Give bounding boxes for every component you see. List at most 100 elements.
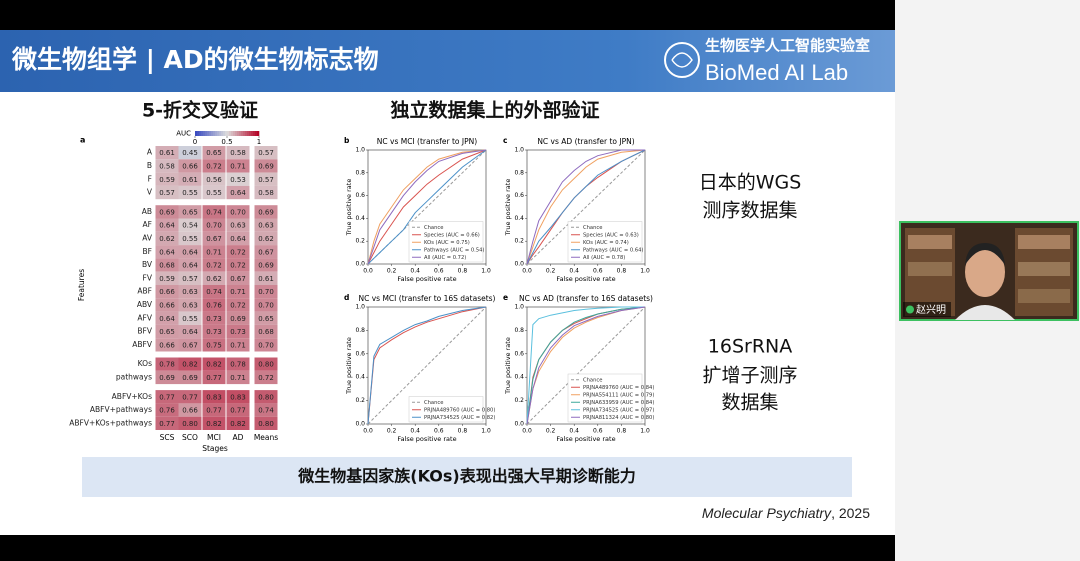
- cell-label: 0.71: [230, 341, 246, 349]
- row-label: ABFV+pathways: [90, 405, 152, 414]
- heatmap-cell: [178, 390, 202, 404]
- heatmap-cell: [178, 245, 202, 259]
- cell-label: 0.64: [230, 189, 246, 197]
- colorbar-segment: [245, 131, 248, 136]
- legend-label: Species (AUC = 0.66): [424, 232, 480, 238]
- y-tick-label: 0.4: [514, 215, 524, 222]
- lab-logo-mark: [671, 52, 693, 68]
- colorbar-segment: [227, 131, 230, 136]
- colorbar-segment: [207, 131, 210, 136]
- colorbar-segment: [229, 131, 232, 136]
- heatmap-cell: [254, 311, 278, 325]
- slide: [0, 30, 895, 535]
- heatmap-cell: [254, 159, 278, 173]
- citation-year: , 2025: [831, 505, 870, 521]
- heatmap-cell: [226, 205, 250, 219]
- cell-label: 0.62: [159, 235, 175, 243]
- cell-label: 0.66: [182, 407, 198, 415]
- heatmap-cell: [202, 231, 226, 246]
- cell-label: 0.69: [258, 208, 274, 216]
- cell-label: 0.65: [159, 328, 175, 336]
- heatmap-cell: [202, 258, 226, 272]
- x-tick-label: 0.0: [522, 428, 532, 435]
- heatmap-cell: [254, 403, 278, 417]
- cell-label: 0.82: [182, 361, 198, 369]
- heatmap-cell: [155, 231, 179, 246]
- y-tick-label: 0.4: [355, 374, 365, 381]
- colorbar-segment: [249, 131, 252, 136]
- cell-label: 0.71: [230, 374, 246, 382]
- heatmap-cell: [254, 146, 278, 160]
- legend-label: KOs (AUC = 0.74): [583, 240, 629, 246]
- cell-label: 0.61: [258, 275, 274, 283]
- x-tick-label: 0.4: [569, 428, 579, 435]
- slide-title: 微生物组学 | AD的微生物标志物: [11, 45, 379, 74]
- heatmap-cell: [178, 285, 202, 299]
- y-tick-label: 0.4: [514, 374, 524, 381]
- row-label: BV: [142, 260, 153, 269]
- heatmap-cell: [254, 390, 278, 404]
- legend-label: PRJNA554111 (AUC = 0.79): [583, 392, 654, 398]
- cell-label: 0.61: [182, 176, 198, 184]
- cell-label: 0.62: [206, 275, 222, 283]
- x-axis-label: False positive rate: [397, 275, 456, 283]
- cell-label: 0.69: [230, 315, 246, 323]
- row-label: KOs: [138, 359, 152, 368]
- row-label: ABFV+KOs: [112, 392, 152, 401]
- cell-label: 0.77: [206, 407, 222, 415]
- x-axis-label: False positive rate: [556, 275, 615, 283]
- heatmap-cell: [254, 416, 278, 430]
- cell-label: 0.67: [230, 275, 246, 283]
- legend-label: PRJNA489760 (AUC = 0.84): [583, 385, 654, 391]
- cell-label: 0.66: [159, 288, 175, 296]
- row-label: AFV: [137, 313, 152, 322]
- colorbar-segment: [221, 131, 224, 136]
- heatmap-cell: [226, 245, 250, 259]
- heatmap-cell: [155, 205, 179, 219]
- heatmap-cell: [155, 159, 179, 173]
- heatmap-cell: [155, 245, 179, 259]
- colorbar-segment: [219, 131, 222, 136]
- colorbar-segment: [203, 131, 206, 136]
- cell-label: 0.59: [159, 176, 175, 184]
- legend-label: Chance: [583, 377, 602, 383]
- y-tick-label: 1.0: [355, 147, 365, 154]
- heatmap-cell: [178, 231, 202, 246]
- cell-label: 0.83: [230, 393, 246, 401]
- row-label: B: [147, 161, 152, 170]
- colorbar-segment: [255, 131, 258, 136]
- heatmap-cell: [226, 416, 250, 430]
- panel-letter: e: [503, 293, 508, 302]
- heatmap-cell: [226, 159, 250, 173]
- y-tick-label: 0.6: [355, 192, 365, 199]
- legend-label: PRJNA811324 (AUC = 0.80): [583, 415, 654, 421]
- legend-label: KOs (AUC = 0.75): [424, 240, 470, 246]
- cell-label: 0.67: [182, 341, 198, 349]
- cell-label: 0.73: [230, 328, 246, 336]
- heatmap-cell: [226, 357, 250, 371]
- colorbar-segment: [257, 131, 260, 136]
- cell-label: 0.80: [258, 420, 274, 428]
- heatmap-cell: [254, 285, 278, 299]
- heatmap-cell: [254, 338, 278, 352]
- colorbar-segment: [201, 131, 204, 136]
- heatmap-cell: [202, 390, 226, 404]
- roc-curve: [367, 149, 487, 265]
- heatmap-cell: [254, 185, 278, 200]
- roc-curve: [526, 149, 646, 265]
- roc-curve: [526, 149, 645, 265]
- x-tick-label: 0.8: [617, 268, 627, 275]
- plot-frame: [367, 306, 487, 425]
- cell-label: 0.53: [230, 176, 246, 184]
- cell-label: 0.62: [258, 235, 274, 243]
- plot-frame: [526, 149, 646, 265]
- cell-label: 0.71: [230, 162, 246, 170]
- legend-label: PRJNA734525 (AUC = 0.97): [583, 407, 654, 413]
- person-body: [955, 305, 1015, 320]
- heatmap-cell: [254, 172, 278, 186]
- legend-label: All (AUC = 0.72): [424, 255, 466, 261]
- x-tick-label: 0.6: [434, 428, 444, 435]
- legend-label: Chance: [583, 225, 602, 231]
- cell-label: 0.63: [258, 222, 274, 230]
- heatmap-cell: [254, 205, 278, 219]
